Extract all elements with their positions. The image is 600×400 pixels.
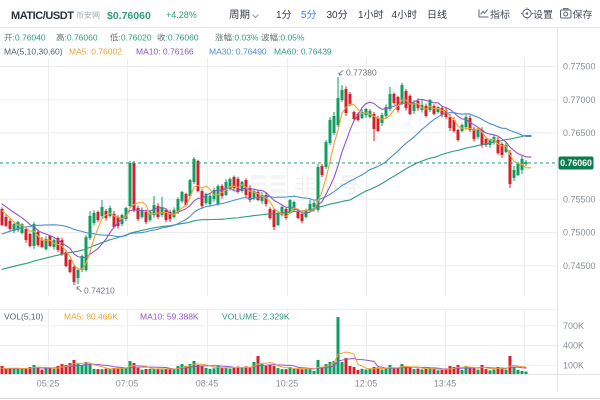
svg-text:MA10: 59.388K: MA10: 59.388K xyxy=(140,312,199,322)
svg-text::0.05%: :0.05% xyxy=(278,33,305,43)
svg-text:0.75000: 0.75000 xyxy=(563,228,596,238)
svg-text:13:45: 13:45 xyxy=(434,379,457,389)
svg-text::0.76040: :0.76040 xyxy=(13,33,46,43)
svg-text::0.76060: :0.76060 xyxy=(65,33,98,43)
svg-text:MA60: 0.76439: MA60: 0.76439 xyxy=(274,47,332,57)
svg-text:05:25: 05:25 xyxy=(37,379,60,389)
svg-text:10:25: 10:25 xyxy=(276,379,299,389)
svg-text:30: 30 xyxy=(327,10,339,21)
svg-text:0.74210: 0.74210 xyxy=(84,286,115,296)
svg-text:0.76060: 0.76060 xyxy=(560,158,592,168)
svg-text::0.03%: :0.03% xyxy=(232,33,259,43)
svg-text:MATIC/USDT: MATIC/USDT xyxy=(11,10,74,22)
svg-text:MA30: 0.76490: MA30: 0.76490 xyxy=(209,47,267,57)
svg-text:0.75500: 0.75500 xyxy=(563,195,596,205)
svg-text:07:05: 07:05 xyxy=(116,379,139,389)
svg-text:MA5: 0.76002: MA5: 0.76002 xyxy=(69,47,122,57)
svg-text:700K: 700K xyxy=(563,321,584,331)
svg-text:100K: 100K xyxy=(563,360,584,370)
svg-text:0.77380: 0.77380 xyxy=(346,68,377,78)
svg-text:0.76500: 0.76500 xyxy=(563,128,596,138)
svg-text:1: 1 xyxy=(276,10,282,21)
svg-text:0.74500: 0.74500 xyxy=(563,261,596,271)
svg-text:VOLUME: 2.329K: VOLUME: 2.329K xyxy=(222,312,290,322)
svg-text:5: 5 xyxy=(301,10,307,21)
svg-text:400K: 400K xyxy=(563,341,584,351)
svg-text:12:05: 12:05 xyxy=(355,379,378,389)
svg-text:MA5: 80.466K: MA5: 80.466K xyxy=(64,312,118,322)
svg-text:MA(5,10,30,60): MA(5,10,30,60) xyxy=(4,47,63,57)
svg-text:$0.76060: $0.76060 xyxy=(107,10,151,22)
svg-text:1: 1 xyxy=(358,10,364,21)
svg-text:0.77000: 0.77000 xyxy=(563,95,596,105)
svg-text:0.77500: 0.77500 xyxy=(563,62,596,72)
svg-text::0.76060: :0.76060 xyxy=(166,33,199,43)
svg-text:08:45: 08:45 xyxy=(196,379,219,389)
svg-text:+4.28%: +4.28% xyxy=(166,10,197,20)
svg-text:VOL(5,10): VOL(5,10) xyxy=(4,312,43,322)
svg-text:4: 4 xyxy=(392,10,398,21)
svg-text::0.76020: :0.76020 xyxy=(119,33,152,43)
svg-text:MA10: 0.76166: MA10: 0.76166 xyxy=(136,47,194,57)
